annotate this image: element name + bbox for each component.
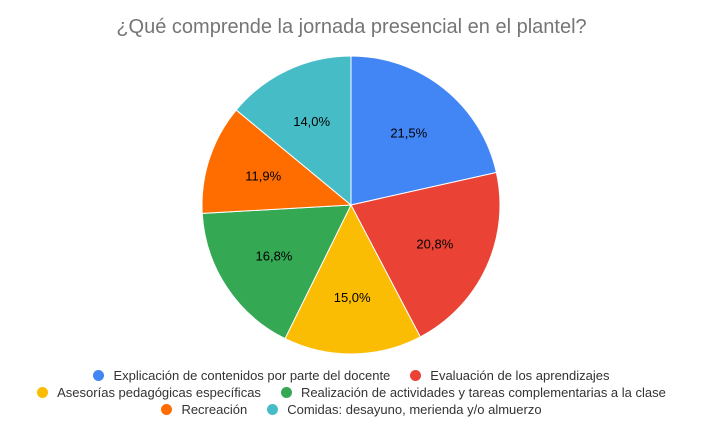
legend-item[interactable]: Comidas: desayuno, merienda y/o almuerzo	[267, 401, 542, 417]
pie-slice[interactable]	[235, 55, 352, 207]
legend-label: Comidas: desayuno, merienda y/o almuerzo	[287, 401, 542, 417]
slice-data-label: 14,0%	[293, 114, 330, 129]
legend-label: Evaluación de los aprendizajes	[430, 367, 610, 383]
pie-slice[interactable]	[201, 204, 352, 340]
legend-item[interactable]: Evaluación de los aprendizajes	[410, 367, 610, 383]
legend-label: Recreación	[181, 401, 248, 417]
legend-dot	[410, 369, 422, 381]
legend-item[interactable]: Asesorías pedagógicas específicas	[37, 385, 261, 400]
slice-data-label: 15,0%	[334, 290, 371, 305]
pie-slice[interactable]	[201, 109, 353, 214]
legend-label: Realización de actividades y tareas comp…	[300, 384, 666, 400]
pie-slice[interactable]	[350, 171, 501, 338]
legend-dot	[161, 403, 173, 415]
legend-dot	[267, 403, 279, 415]
slice-data-label: 11,9%	[245, 169, 281, 184]
slice-data-label: 20,8%	[416, 236, 453, 251]
legend-row-3: Recreación Comidas: desayuno, merienda y…	[0, 400, 703, 418]
legend-item[interactable]: Recreación	[161, 402, 247, 417]
pie-slice[interactable]	[284, 203, 421, 355]
legend-label: Asesorías pedagógicas específicas	[57, 384, 261, 400]
legend-row-1: Explicación de contenidos por parte del …	[0, 366, 703, 384]
slice-data-label: 21,5%	[390, 125, 427, 140]
legend-dot	[280, 386, 292, 398]
legend-item[interactable]: Realización de actividades y tareas comp…	[280, 384, 666, 400]
legend-dot	[37, 386, 49, 398]
legend-item[interactable]: Explicación de contenidos por parte del …	[93, 368, 390, 383]
slice-data-label: 16,8%	[256, 248, 293, 263]
legend-label: Explicación de contenidos por parte del …	[113, 367, 391, 383]
legend-dot	[93, 369, 105, 381]
pie-slice[interactable]	[350, 55, 498, 206]
chart-title: ¿Qué comprende la jornada presencial en …	[116, 16, 587, 38]
legend-row-2: Asesorías pedagógicas específicas Realiz…	[0, 383, 703, 401]
